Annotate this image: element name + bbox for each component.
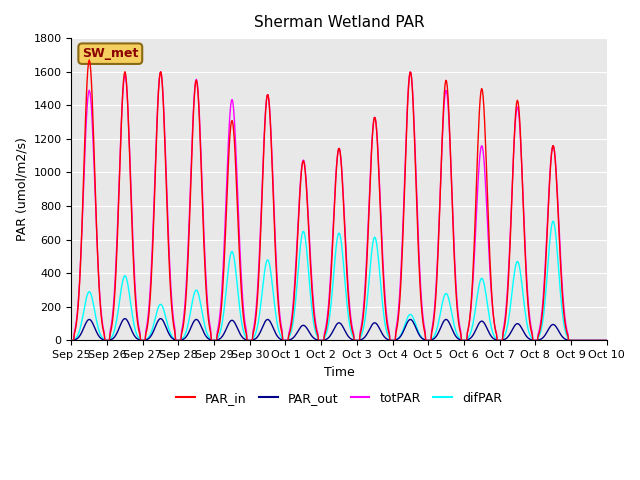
Title: Sherman Wetland PAR: Sherman Wetland PAR [253,15,424,30]
Text: SW_met: SW_met [82,47,138,60]
Legend: PAR_in, PAR_out, totPAR, difPAR: PAR_in, PAR_out, totPAR, difPAR [171,387,507,410]
X-axis label: Time: Time [324,366,355,379]
Y-axis label: PAR (umol/m2/s): PAR (umol/m2/s) [15,137,28,241]
